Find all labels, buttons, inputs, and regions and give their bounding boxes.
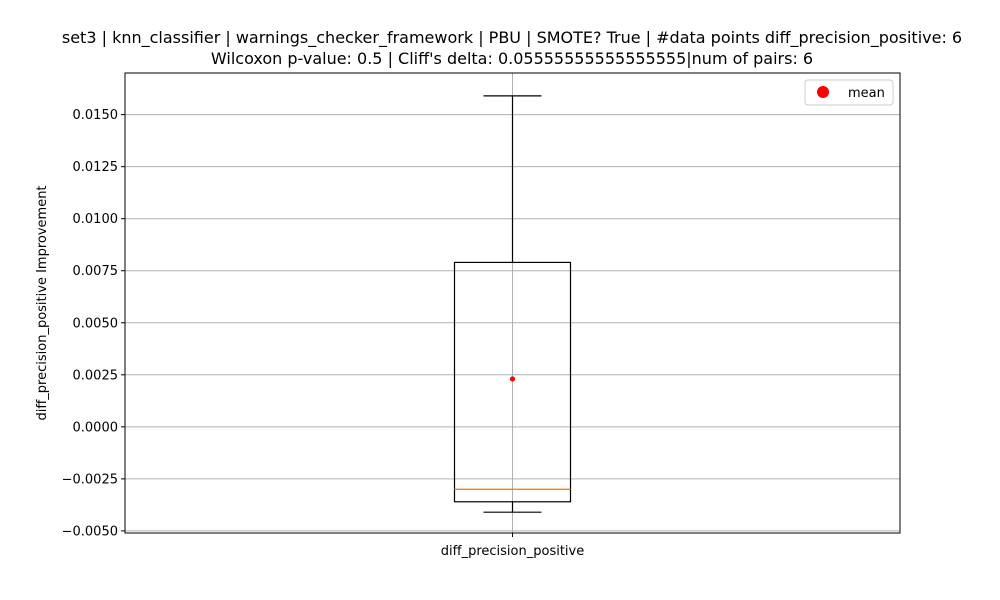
chart-title-line1: set3 | knn_classifier | warnings_checker… xyxy=(62,28,962,48)
y-tick-label: 0.0100 xyxy=(73,212,119,227)
legend: mean xyxy=(804,79,894,106)
y-tick-label: 0.0150 xyxy=(73,108,119,123)
y-tick-label: −0.0025 xyxy=(62,472,118,487)
y-tick-label: 0.0075 xyxy=(73,264,119,279)
y-tick-label: 0.0000 xyxy=(73,420,119,435)
y-tick-label: 0.0025 xyxy=(73,368,119,383)
x-axis-ticks: diff_precision_positive xyxy=(441,533,584,559)
y-tick-label: 0.0125 xyxy=(73,160,119,175)
legend-mean-marker xyxy=(817,86,829,98)
y-tick-label: 0.0050 xyxy=(73,316,119,331)
y-axis-label: diff_precision_positive Improvement xyxy=(35,185,50,420)
plot-frame xyxy=(124,72,901,534)
mean-marker xyxy=(509,376,516,382)
box-group xyxy=(453,95,572,513)
legend-mean-label: mean xyxy=(848,86,885,101)
y-tick-label: −0.0050 xyxy=(62,524,118,539)
chart-title-line2: Wilcoxon p-value: 0.5 | Cliff's delta: 0… xyxy=(211,49,813,68)
legend-frame xyxy=(804,79,894,106)
iqr-box xyxy=(453,261,572,503)
y-axis-ticks: −0.0050 −0.0025 0.0000 0.0025 0.0050 0.0075 0.… xyxy=(62,108,125,539)
x-tick-label: diff_precision_positive xyxy=(441,544,584,559)
